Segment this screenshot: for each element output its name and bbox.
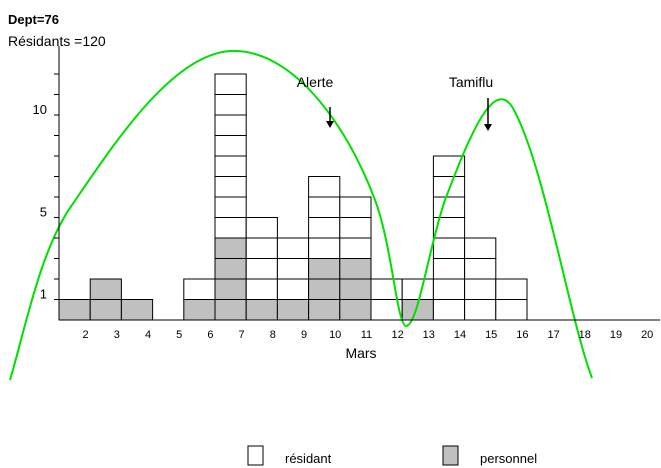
bar-box-resident [308,217,341,239]
annotation-tamiflu-label: Tamiflu [449,74,493,90]
x-ticks: 2 3 4 5 6 7 8 9 10 11 12 13 14 15 16 17 18 19 20 [83,329,654,341]
bar-box-resident [214,176,247,198]
bar-box-resident [401,278,434,300]
bar-box-personnel [120,299,154,321]
bar-box-resident [245,258,278,280]
bar-box-resident [464,299,497,321]
x-tick-label: 9 [301,329,307,341]
bar-box-resident [464,237,497,259]
legend: résidant personnel [247,445,537,466]
bar-box-resident [464,258,497,280]
legend-label-resident: résidant [285,451,332,466]
bar-box-resident [214,196,247,218]
annotation-alerte-arrow-head [326,121,334,128]
bar-box-resident [214,73,247,95]
x-tick-label: 2 [83,329,89,341]
bar-box-personnel [89,299,122,321]
chart-subtitle: Résidants =120 [8,33,106,49]
x-tick-label: 16 [516,329,528,341]
bar-box-resident [245,217,278,239]
x-tick-label: 17 [547,329,559,341]
x-tick-label: 10 [329,329,341,341]
bar-box-resident [432,237,466,259]
bar-box-resident [276,237,310,259]
bar-box-personnel [214,237,247,259]
x-tick-label: 19 [610,329,622,341]
x-tick-label: 5 [176,329,182,341]
x-tick-label: 4 [145,329,151,341]
bar-box-personnel [339,278,372,300]
bar-box-resident [432,278,466,300]
x-tick-label: 6 [207,329,213,341]
bars-layer [58,73,528,321]
y-tick-label: 5 [40,205,47,220]
bar-box-resident [339,217,372,239]
x-tick-label: 14 [454,329,466,341]
bar-box-resident [495,278,528,300]
bar-box-resident [214,217,247,239]
x-tick-label: 13 [423,329,435,341]
x-tick-label: 20 [641,329,653,341]
bar-box-resident [432,299,466,321]
bar-box-personnel [214,258,247,280]
bar-box-resident [214,155,247,177]
bar-box-personnel [308,299,341,321]
bar-box-personnel [308,258,341,280]
x-tick-label: 18 [579,329,591,341]
x-tick-label: 11 [361,329,372,341]
bar-box-resident [308,176,341,198]
annotation-tamiflu-arrow-head [484,124,492,131]
annotations: Alerte Tamiflu [297,74,493,131]
x-axis-label: Mars [345,345,376,361]
x-tick-label: 7 [239,329,245,341]
bar-box-resident [432,258,466,280]
bar-box-resident [308,237,341,259]
x-tick-label: 8 [270,329,276,341]
epidemic-curve [9,49,593,381]
x-tick-label: 15 [485,329,497,341]
bar-box-resident [432,155,466,177]
bar-box-resident [339,196,372,218]
bar-box-resident [276,258,310,280]
annotation-alerte-label: Alerte [297,74,334,90]
legend-swatch-resident [247,445,264,466]
bar-box-personnel [183,299,216,321]
bar-box-personnel [308,278,341,300]
bar-box-personnel [214,278,247,300]
bar-box-resident [183,278,216,300]
bar-box-resident [308,196,341,218]
bar-box-resident [214,94,247,116]
bar-box-resident [464,278,497,300]
bar-box-resident [495,299,528,321]
bar-box-personnel [214,299,247,321]
bar-box-resident [276,278,310,300]
bar-box-personnel [89,278,122,300]
x-tick-label: 3 [114,329,120,341]
bar-box-personnel [276,299,310,321]
x-tick-label: 12 [391,329,403,341]
bar-box-resident [245,237,278,259]
bar-box-personnel [58,299,91,321]
y-tick-label: 1 [40,287,47,302]
bar-box-personnel [339,299,372,321]
bar-box-resident [214,114,247,136]
bar-box-personnel [339,258,372,280]
bar-box-resident [339,237,372,259]
bar-box-resident [432,196,466,218]
chart-title: Dept=76 [8,12,59,27]
legend-swatch-personnel [442,445,459,466]
y-tick-label: 10 [33,102,47,117]
bar-box-personnel [245,299,278,321]
legend-label-personnel: personnel [480,451,537,466]
bar-box-resident [432,176,466,198]
bar-box-resident [245,278,278,300]
bar-box-resident [214,135,247,157]
